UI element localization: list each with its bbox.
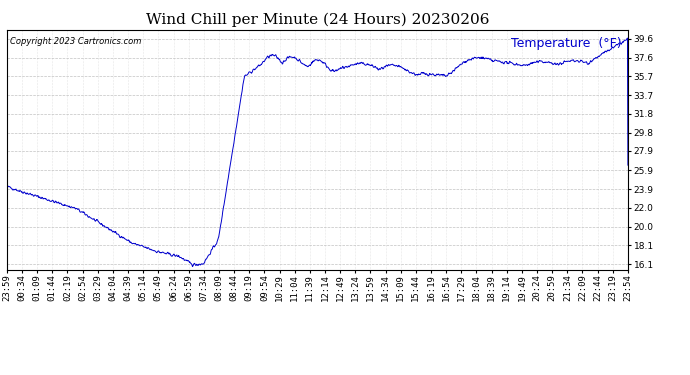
Text: Temperature  (°F): Temperature (°F) xyxy=(511,37,622,50)
Title: Wind Chill per Minute (24 Hours) 20230206: Wind Chill per Minute (24 Hours) 2023020… xyxy=(146,13,489,27)
Text: Copyright 2023 Cartronics.com: Copyright 2023 Cartronics.com xyxy=(10,37,141,46)
